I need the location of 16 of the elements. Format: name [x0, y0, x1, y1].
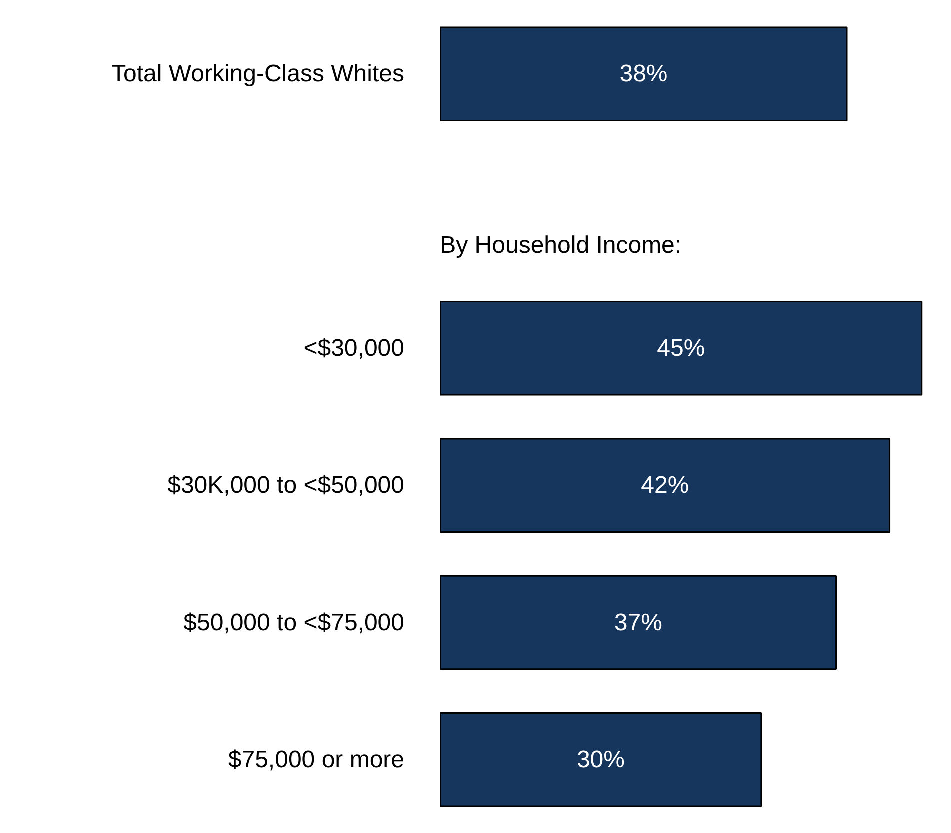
bar [440, 712, 762, 808]
bar [440, 26, 848, 122]
data-label: 42% [641, 472, 690, 500]
y-tick-label: <$30,000 [304, 334, 405, 362]
bar [440, 438, 891, 533]
y-tick-label: Total Working-Class Whites [112, 60, 404, 88]
y-tick-label: $50,000 to <$75,000 [184, 609, 404, 636]
data-label: 38% [620, 60, 668, 88]
annotation: By Household Income: [440, 232, 682, 260]
data-label: 37% [614, 609, 662, 636]
bar [440, 301, 923, 396]
y-tick-label: $75,000 or more [228, 746, 404, 774]
bar [440, 575, 838, 670]
data-label: 45% [657, 334, 706, 362]
y-tick-label: $30K,000 to <$50,000 [168, 472, 405, 500]
data-label: 30% [576, 746, 625, 774]
